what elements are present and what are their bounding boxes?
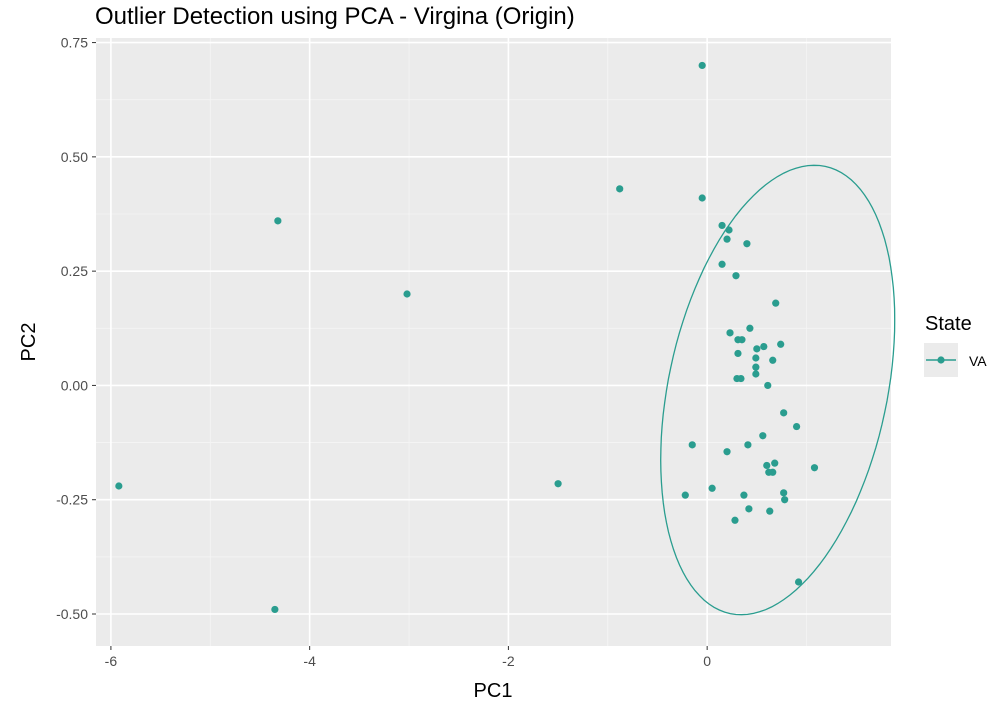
data-point [723,235,731,243]
data-point [723,448,731,456]
data-point [718,260,726,268]
legend-key-point [937,356,945,364]
data-point [698,61,706,70]
data-point [708,484,716,492]
y-tick-label: -0.25 [56,492,88,508]
data-point [746,324,754,332]
data-point [780,409,788,417]
x-tick-label: -2 [502,653,515,669]
data-point [698,194,706,202]
chart-title: Outlier Detection using PCA - Virgina (O… [95,3,575,30]
data-point [681,491,689,499]
data-points [115,61,819,614]
x-axis-ticks: -6 -4 -2 0 [105,646,711,669]
data-point [752,363,760,371]
data-point [772,299,780,307]
plot-panel [96,38,891,646]
data-point [769,468,777,476]
y-tick-label: -0.50 [56,606,88,622]
data-point [740,491,748,499]
data-point [769,356,777,364]
data-point [718,221,726,230]
data-point [781,496,789,504]
data-point [777,340,785,348]
data-point [745,505,753,513]
data-point [616,185,624,193]
y-axis-ticks: 0.75 0.50 0.25 0.00 -0.25 -0.50 [56,35,96,622]
data-point [763,461,771,470]
x-tick-label: 0 [703,653,711,669]
data-point [759,432,767,440]
data-point [737,374,745,383]
data-point [766,507,774,515]
data-point [725,226,733,234]
data-point [810,464,819,472]
data-point [744,441,752,449]
data-point [732,272,740,280]
y-tick-label: 0.25 [61,263,88,279]
data-point [752,370,760,378]
data-point [115,482,123,490]
legend: State VA [924,313,987,377]
data-point [764,381,772,390]
data-point [271,605,279,614]
data-point [792,422,801,431]
confidence-ellipse-layer [660,164,896,616]
y-tick-label: 0.50 [61,149,88,165]
data-point [780,489,788,497]
legend-label-va: VA [969,353,987,369]
y-axis-title: PC2 [18,323,40,362]
data-point [738,336,746,344]
data-point [688,441,696,449]
data-point [753,345,761,353]
data-point [794,578,803,586]
data-point [743,240,751,248]
x-tick-label: -6 [105,653,118,669]
confidence-ellipse [660,164,896,616]
data-point [731,516,739,524]
data-point [726,329,734,337]
data-point [734,349,742,358]
grid-lines [96,38,891,646]
data-point [760,342,768,351]
y-tick-label: 0.75 [61,35,88,51]
data-point [274,217,282,225]
x-tick-label: -4 [303,653,316,669]
data-point [403,290,411,298]
y-tick-label: 0.00 [61,377,88,393]
x-axis-title: PC1 [474,680,513,702]
data-point [771,459,779,467]
data-point [752,354,760,362]
legend-title: State [925,313,972,335]
data-point [554,480,562,488]
